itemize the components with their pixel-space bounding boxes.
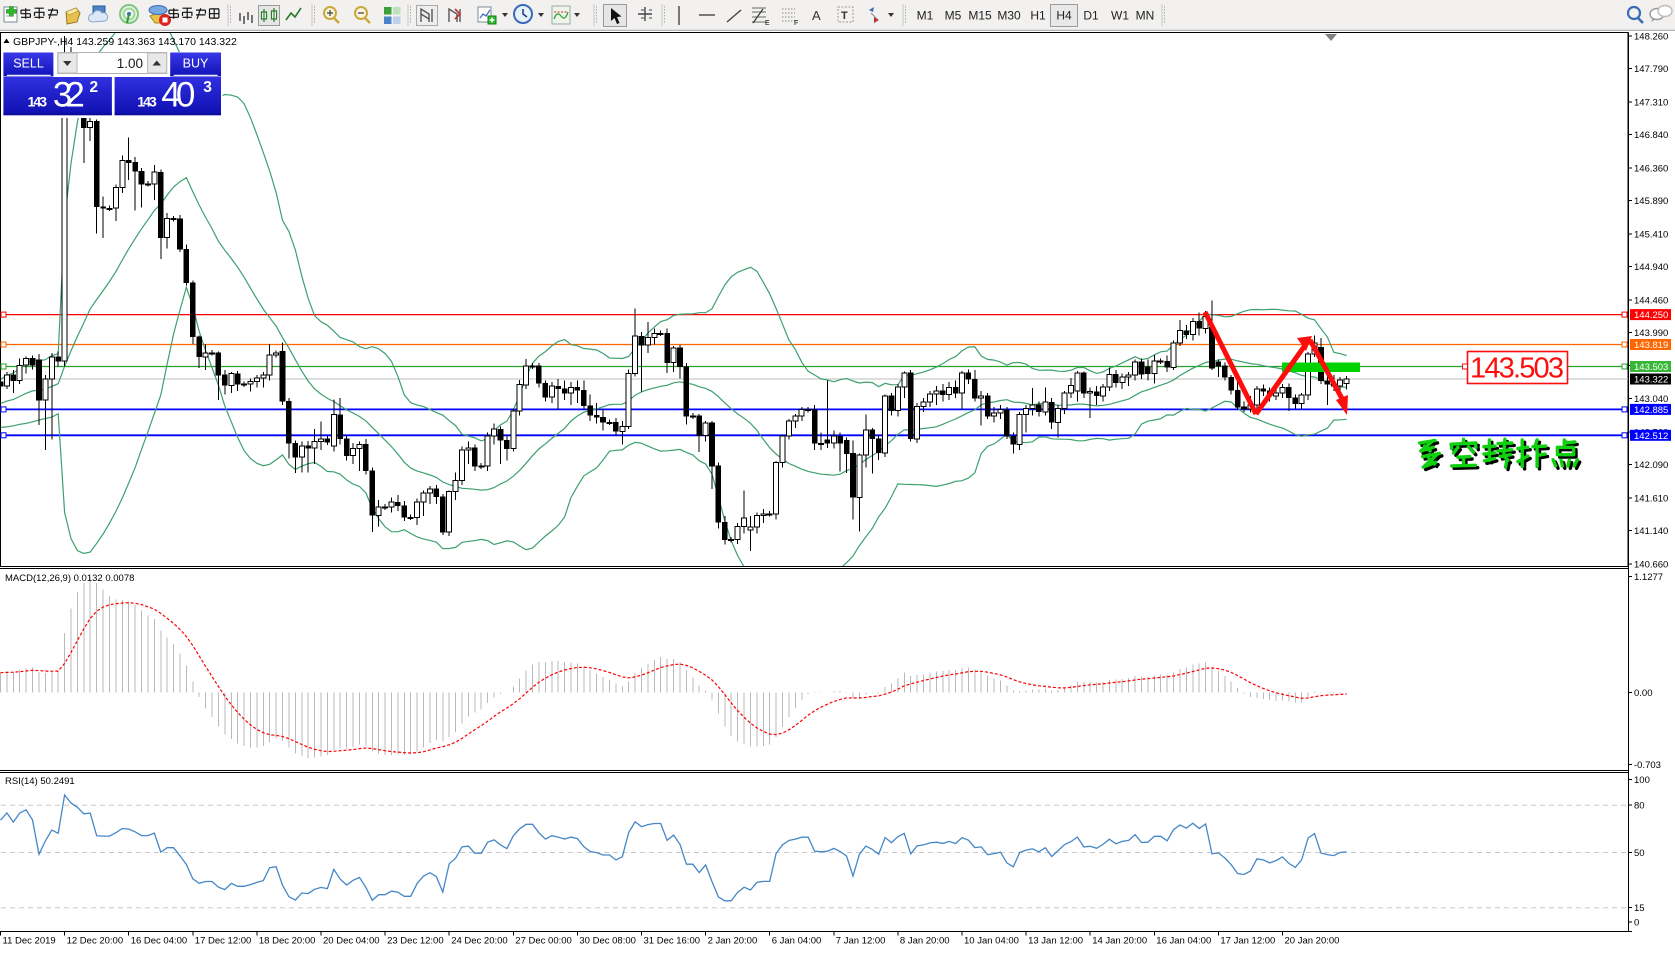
svg-text:142.885: 142.885 — [1634, 405, 1668, 416]
svg-text:144.940: 144.940 — [1634, 262, 1668, 273]
svg-text:SELL: SELL — [13, 57, 44, 71]
svg-text:17 Dec 12:00: 17 Dec 12:00 — [195, 936, 252, 947]
svg-text:17 Jan 12:00: 17 Jan 12:00 — [1220, 936, 1275, 947]
svg-text:H1: H1 — [1030, 9, 1046, 23]
svg-text:140.660: 140.660 — [1634, 560, 1668, 571]
svg-text:80: 80 — [1634, 801, 1645, 812]
svg-text:145.890: 145.890 — [1634, 196, 1668, 207]
svg-text:-0.703: -0.703 — [1634, 760, 1661, 771]
svg-text:13 Jan 12:00: 13 Jan 12:00 — [1028, 936, 1083, 947]
svg-text:143.503: 143.503 — [1470, 353, 1564, 385]
svg-text:2: 2 — [90, 79, 99, 96]
svg-text:143: 143 — [137, 93, 157, 109]
svg-text:W1: W1 — [1111, 9, 1129, 23]
svg-text:144.460: 144.460 — [1634, 296, 1668, 307]
svg-text:F: F — [794, 20, 798, 27]
svg-text:D1: D1 — [1083, 9, 1099, 23]
svg-text:M15: M15 — [968, 9, 992, 23]
svg-text:142.090: 142.090 — [1634, 460, 1668, 471]
svg-text:20 Dec 04:00: 20 Dec 04:00 — [323, 936, 380, 947]
svg-text:18 Dec 20:00: 18 Dec 20:00 — [259, 936, 316, 947]
svg-text:6 Jan 04:00: 6 Jan 04:00 — [772, 936, 822, 947]
svg-text:100: 100 — [1634, 775, 1650, 786]
svg-text:8 Jan 20:00: 8 Jan 20:00 — [900, 936, 950, 947]
svg-text:32: 32 — [53, 75, 85, 114]
svg-text:1.00: 1.00 — [117, 56, 143, 71]
svg-text:2 Jan 20:00: 2 Jan 20:00 — [708, 936, 758, 947]
svg-text:143: 143 — [28, 93, 48, 109]
svg-text:M1: M1 — [917, 9, 934, 23]
svg-text:11 Dec 2019: 11 Dec 2019 — [3, 936, 56, 947]
svg-text:50: 50 — [1634, 848, 1645, 859]
svg-text:143.040: 143.040 — [1634, 394, 1668, 405]
svg-text:RSI(14) 50.2491: RSI(14) 50.2491 — [5, 776, 75, 787]
svg-text:146.360: 146.360 — [1634, 164, 1668, 175]
svg-text:M30: M30 — [997, 9, 1021, 23]
svg-text:141.140: 141.140 — [1634, 526, 1668, 537]
svg-text:143.819: 143.819 — [1634, 340, 1668, 351]
svg-text:142.512: 142.512 — [1634, 431, 1668, 442]
svg-text:MACD(12,26,9) 0.0132 0.0078: MACD(12,26,9) 0.0132 0.0078 — [5, 573, 134, 584]
svg-text:145.410: 145.410 — [1634, 230, 1668, 241]
svg-text:40: 40 — [161, 75, 195, 114]
svg-text:BUY: BUY — [183, 57, 209, 71]
svg-text:0: 0 — [1634, 917, 1639, 928]
svg-text:A: A — [812, 8, 821, 23]
svg-text:10 Jan 04:00: 10 Jan 04:00 — [964, 936, 1019, 947]
svg-text:MN: MN — [1136, 9, 1155, 23]
svg-text:H4: H4 — [1056, 9, 1072, 23]
svg-text:141.610: 141.610 — [1634, 494, 1668, 505]
svg-text:0.00: 0.00 — [1634, 688, 1653, 699]
svg-text:15: 15 — [1634, 903, 1645, 914]
svg-text:14 Jan 20:00: 14 Jan 20:00 — [1092, 936, 1147, 947]
svg-text:1.1277: 1.1277 — [1634, 572, 1663, 583]
svg-text:16 Dec 04:00: 16 Dec 04:00 — [131, 936, 188, 947]
svg-text:23 Dec 12:00: 23 Dec 12:00 — [387, 936, 444, 947]
svg-text:20 Jan 20:00: 20 Jan 20:00 — [1285, 936, 1340, 947]
svg-text:146.840: 146.840 — [1634, 130, 1668, 141]
svg-text:E: E — [765, 20, 770, 27]
svg-text:147.790: 147.790 — [1634, 64, 1668, 75]
svg-text:16 Jan 04:00: 16 Jan 04:00 — [1156, 936, 1211, 947]
svg-text:T: T — [841, 10, 848, 22]
svg-text:27 Dec 00:00: 27 Dec 00:00 — [515, 936, 572, 947]
svg-text:143.503: 143.503 — [1634, 362, 1668, 373]
svg-text:7 Jan 12:00: 7 Jan 12:00 — [836, 936, 886, 947]
svg-text:31 Dec 16:00: 31 Dec 16:00 — [644, 936, 701, 947]
svg-text:24 Dec 20:00: 24 Dec 20:00 — [451, 936, 508, 947]
svg-text:144.250: 144.250 — [1634, 310, 1668, 321]
svg-text:143.322: 143.322 — [1634, 375, 1668, 386]
svg-text:148.260: 148.260 — [1634, 32, 1668, 43]
svg-text:M5: M5 — [945, 9, 962, 23]
svg-text:3: 3 — [203, 79, 212, 96]
svg-text:GBPJPY-,H4 143.259 143.363 14: GBPJPY-,H4 143.259 143.363 143.170 143.3… — [13, 36, 237, 48]
svg-text:147.310: 147.310 — [1634, 98, 1668, 109]
svg-text:12 Dec 20:00: 12 Dec 20:00 — [67, 936, 124, 947]
svg-text:143.990: 143.990 — [1634, 328, 1668, 339]
svg-text:30 Dec 08:00: 30 Dec 08:00 — [579, 936, 636, 947]
